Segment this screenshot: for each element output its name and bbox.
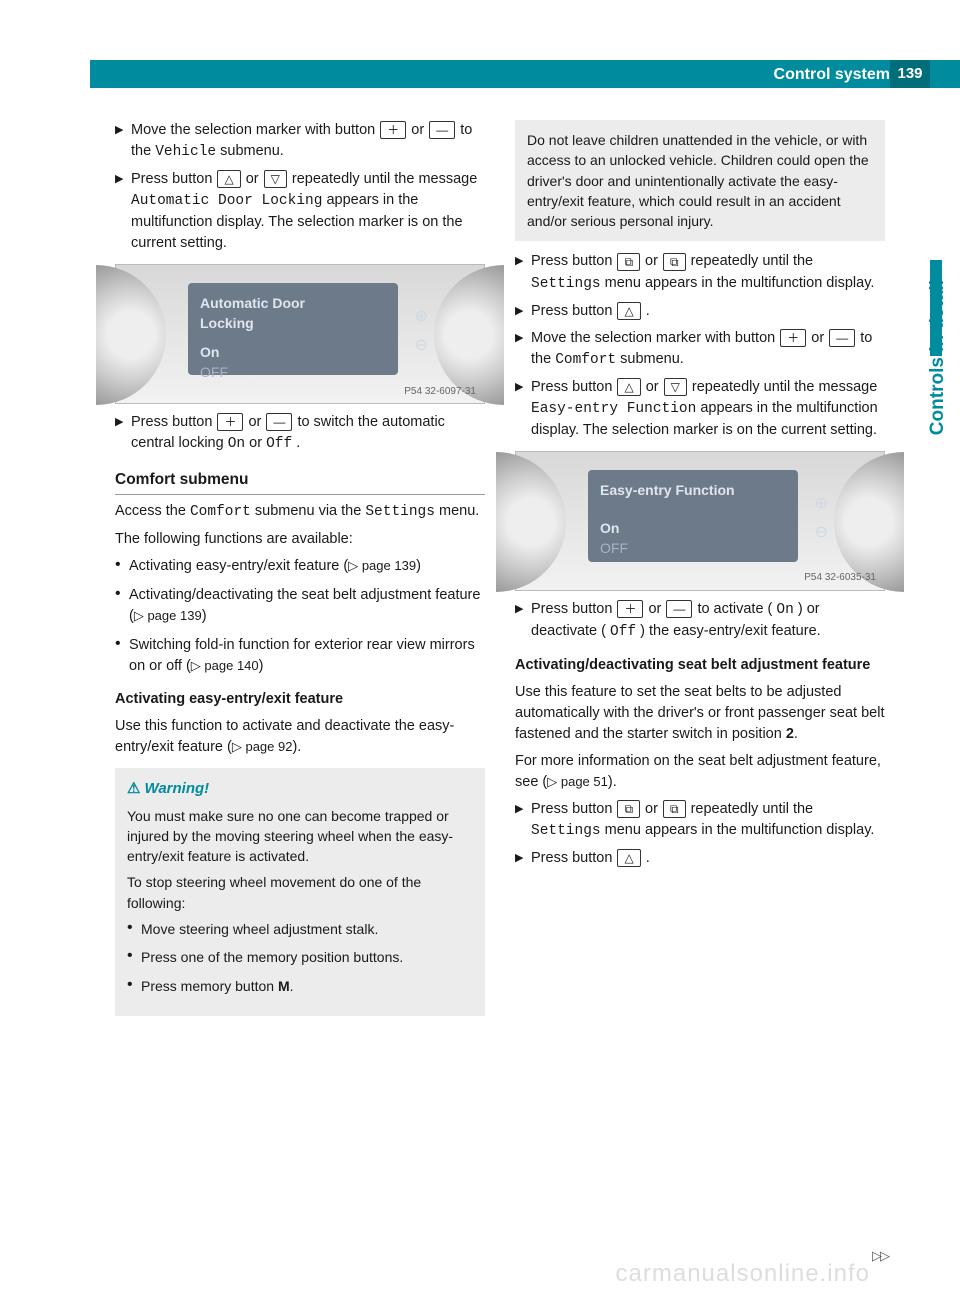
step-marker-icon: ▶ (115, 120, 131, 163)
step-marker-icon: ▶ (115, 412, 131, 455)
step: ▶ Move the selection marker with button … (515, 328, 885, 371)
page-ref: ▷ page 140 (191, 658, 259, 673)
paragraph: Use this function to activate and deacti… (115, 716, 485, 758)
left-column: ▶ Move the selection marker with button … (115, 120, 485, 1026)
section-heading: Comfort submenu (115, 469, 485, 494)
header-title: Control system (774, 63, 890, 86)
watermark: carmanualsonline.info (616, 1257, 870, 1292)
image-code: P54 32-6097-31 (404, 385, 476, 400)
minus-button-icon: — (666, 600, 692, 618)
step-text: Press button ＋ or — to switch the automa… (131, 412, 485, 455)
menu-left-icon: ⧉ (617, 253, 640, 271)
paragraph: For more information on the seat belt ad… (515, 751, 885, 793)
gauge-left (96, 265, 166, 405)
step: ▶ Press button △ or ▽ repeatedly until t… (515, 377, 885, 441)
up-button-icon: △ (217, 170, 240, 188)
gauge-left (496, 452, 566, 592)
list-item: •Press one of the memory position button… (127, 947, 473, 967)
menu-right-icon: ⧉ (663, 253, 686, 271)
info-box: Do not leave children unattended in the … (515, 120, 885, 241)
step-text: Press button △ or ▽ repeatedly until the… (131, 169, 485, 254)
plus-minus-icons: ⊕⊖ (815, 492, 828, 544)
display-illustration: Automatic Door Locking On OFF ⊕⊖ P54 32-… (115, 264, 485, 404)
step: ▶ Press button ＋ or — to activate ( On )… (515, 599, 885, 643)
step: ▶ Press button ⧉ or ⧉ repeatedly until t… (515, 251, 885, 294)
page-ref: ▷ page 92 (232, 739, 293, 754)
step: ▶ Move the selection marker with button … (115, 120, 485, 163)
warning-icon: ⚠ (127, 780, 140, 797)
message-text: Automatic Door Locking (131, 193, 322, 209)
plus-button-icon: ＋ (217, 413, 243, 431)
list-item: •Move steering wheel adjustment stalk. (127, 919, 473, 939)
minus-button-icon: — (266, 413, 292, 431)
minus-button-icon: — (829, 329, 855, 347)
list-item: • Activating/deactivating the seat belt … (115, 585, 485, 627)
step: ▶ Press button △ . (515, 848, 885, 869)
step-marker-icon: ▶ (515, 848, 531, 869)
page-number: 139 (890, 60, 930, 88)
list-item: • Switching fold-in function for exterio… (115, 635, 485, 677)
step-marker-icon: ▶ (515, 301, 531, 322)
step: ▶ Press button △ . (515, 301, 885, 322)
display-illustration: Easy-entry Function On OFF ⊕⊖ P54 32-603… (515, 451, 885, 591)
up-button-icon: △ (617, 378, 640, 396)
side-label: Controls in detail (924, 280, 952, 435)
page-ref: ▷ page 51 (547, 774, 608, 789)
plus-button-icon: ＋ (780, 329, 806, 347)
paragraph: Access the Comfort submenu via the Setti… (115, 501, 485, 523)
list-item: •Press memory button M. (127, 976, 473, 996)
warning-text: You must make sure no one can become tra… (127, 806, 473, 867)
minus-button-icon: — (429, 121, 455, 139)
step-marker-icon: ▶ (515, 251, 531, 294)
step-marker-icon: ▶ (515, 328, 531, 371)
step: ▶ Press button ＋ or — to switch the auto… (115, 412, 485, 455)
step-text: Move the selection marker with button ＋ … (131, 120, 485, 163)
up-button-icon: △ (617, 302, 640, 320)
step-marker-icon: ▶ (515, 799, 531, 842)
bullet-icon: • (115, 556, 129, 577)
menu-name: Vehicle (155, 144, 216, 160)
list-item: • Activating easy-entry/exit feature (▷ … (115, 556, 485, 577)
warning-box: ⚠Warning! You must make sure no one can … (115, 768, 485, 1016)
down-button-icon: ▽ (264, 170, 287, 188)
step-marker-icon: ▶ (515, 599, 531, 643)
step-marker-icon: ▶ (515, 377, 531, 441)
continue-marker-icon: ▷▷ (872, 1247, 888, 1266)
plus-button-icon: ＋ (617, 600, 643, 618)
page: Control system 139 Controls in detail ▶ … (0, 0, 960, 1302)
menu-left-icon: ⧉ (617, 800, 640, 818)
down-button-icon: ▽ (664, 378, 687, 396)
bullet-list: • Activating easy-entry/exit feature (▷ … (115, 556, 485, 677)
up-button-icon: △ (617, 849, 640, 867)
subsection-heading: Activating/deactivating seat belt adjust… (515, 655, 885, 676)
step: ▶ Press button △ or ▽ repeatedly until t… (115, 169, 485, 254)
page-ref: ▷ page 139 (348, 558, 416, 573)
display-screen: Automatic Door Locking On OFF (188, 283, 398, 375)
content: ▶ Move the selection marker with button … (115, 120, 885, 1026)
bullet-list: •Move steering wheel adjustment stalk. •… (127, 919, 473, 996)
plus-minus-icons: ⊕⊖ (415, 305, 428, 357)
paragraph: The following functions are available: (115, 529, 485, 550)
paragraph: Use this feature to set the seat belts t… (515, 682, 885, 745)
subsection-heading: Activating easy-entry/exit feature (115, 689, 485, 710)
plus-button-icon: ＋ (380, 121, 406, 139)
right-column: Do not leave children unattended in the … (515, 120, 885, 1026)
page-ref: ▷ page 139 (134, 608, 202, 623)
display-screen: Easy-entry Function On OFF (588, 470, 798, 562)
step-marker-icon: ▶ (115, 169, 131, 254)
step: ▶ Press button ⧉ or ⧉ repeatedly until t… (515, 799, 885, 842)
image-code: P54 32-6035-31 (804, 571, 876, 586)
bullet-icon: • (115, 585, 129, 627)
menu-right-icon: ⧉ (663, 800, 686, 818)
warning-title: ⚠Warning! (127, 778, 473, 800)
warning-text: To stop steering wheel movement do one o… (127, 872, 473, 913)
bullet-icon: • (115, 635, 129, 677)
